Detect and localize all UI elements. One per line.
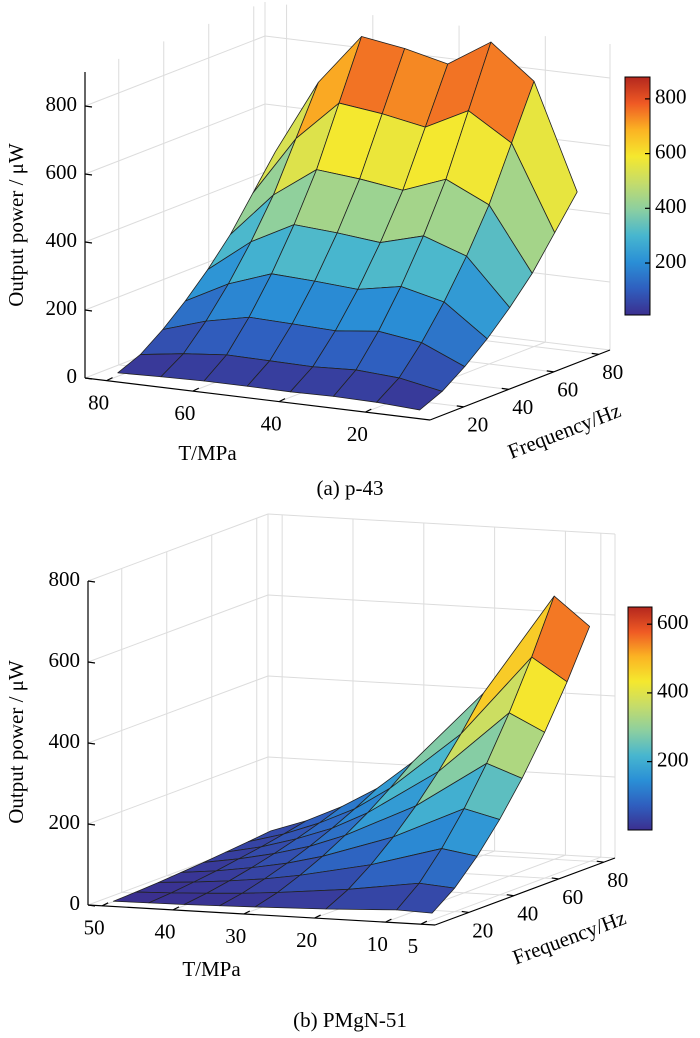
z-tick-label: 600 <box>49 648 81 672</box>
x-tick-label: 10 <box>367 932 388 956</box>
x-tick-label: 20 <box>296 928 317 952</box>
colorbar-tick-label: 400 <box>657 679 689 703</box>
x-tick <box>385 918 392 923</box>
z-axis-title: Output power / μW <box>4 660 28 824</box>
x-tick-label: 30 <box>225 924 246 948</box>
z-tick <box>87 742 96 745</box>
z-axis-title: Output power / μW <box>4 143 28 307</box>
colorbar-tick-label: 600 <box>657 610 689 634</box>
grid-line <box>267 513 616 535</box>
y-tick-label: 60 <box>557 378 578 402</box>
grid-line <box>420 856 602 925</box>
z-tick-label: 200 <box>49 810 81 834</box>
caption: (a) p-43 <box>316 476 383 500</box>
z-tick-label: 200 <box>46 296 78 320</box>
y-tick-label: 20 <box>467 413 488 437</box>
colorbar-tick-label: 200 <box>657 747 689 771</box>
z-tick <box>87 823 96 826</box>
z-tick-label: 400 <box>49 729 81 753</box>
colorbar-tick-label: 600 <box>655 139 687 163</box>
x-tick-label: 80 <box>88 390 109 414</box>
grid-line <box>84 103 266 175</box>
x-tick <box>314 914 321 919</box>
y-axis <box>434 857 616 926</box>
y-tick <box>596 860 604 863</box>
y-tick-label: 40 <box>517 902 538 926</box>
grid-line <box>87 594 269 663</box>
x-axis <box>84 377 431 421</box>
surface-patch <box>396 882 455 914</box>
grid-line <box>87 756 269 825</box>
z-tick <box>84 377 93 380</box>
colorbar-tick-label: 200 <box>655 249 687 273</box>
z-tick <box>84 309 93 312</box>
x-tick <box>101 902 109 907</box>
x-tick-label: 50 <box>84 916 105 940</box>
colorbar-tick-label: 400 <box>655 194 687 218</box>
z-tick <box>87 661 96 664</box>
x-tick <box>192 387 200 392</box>
y-tick <box>456 405 464 408</box>
x-tick <box>278 398 286 403</box>
x-tick-label: 40 <box>154 920 175 944</box>
x-axis <box>87 904 436 926</box>
x-tick-label: 40 <box>261 411 282 435</box>
grid-line <box>264 35 611 79</box>
colorbar <box>624 76 651 316</box>
caption: (b) PMgN-51 <box>293 1008 407 1032</box>
x-tick <box>365 408 372 413</box>
colorbar-tick-label: 800 <box>655 85 687 109</box>
z-tick-label: 600 <box>46 160 78 184</box>
z-tick <box>84 173 93 176</box>
y-tick <box>591 352 599 355</box>
x-tick <box>243 910 251 915</box>
colorbar <box>627 606 653 831</box>
x-tick-label: 20 <box>347 422 368 446</box>
z-tick <box>87 904 96 907</box>
y-tick-label: 60 <box>562 885 583 909</box>
x-axis-title: T/MPa <box>178 441 237 465</box>
y-tick-label: 80 <box>602 360 623 384</box>
x-tick-label: 5 <box>408 934 419 958</box>
grid-line <box>87 513 269 582</box>
y-tick <box>506 894 514 897</box>
z-tick-label: 400 <box>46 228 78 252</box>
y-tick <box>461 910 469 914</box>
z-tick <box>87 580 96 583</box>
y-tick <box>546 370 554 373</box>
z-tick-label: 0 <box>67 364 78 388</box>
x-tick <box>172 906 180 911</box>
grid-line <box>87 675 269 744</box>
z-tick <box>84 105 93 108</box>
grid-line <box>84 35 266 107</box>
grid-line <box>84 171 266 243</box>
x-tick <box>420 920 428 925</box>
y-tick-label: 20 <box>472 918 493 942</box>
x-tick <box>106 377 113 382</box>
z-tick <box>84 241 93 244</box>
x-axis-title: T/MPa <box>182 957 241 981</box>
y-tick <box>501 387 509 390</box>
z-tick-label: 0 <box>70 891 81 915</box>
x-tick-label: 60 <box>174 401 195 425</box>
surface-patch <box>376 377 443 411</box>
y-axis <box>429 349 611 421</box>
y-tick-label: 80 <box>607 868 628 892</box>
z-tick-label: 800 <box>49 567 81 591</box>
z-tick-label: 800 <box>46 92 78 116</box>
y-tick-label: 40 <box>512 395 533 419</box>
y-tick <box>551 877 559 880</box>
